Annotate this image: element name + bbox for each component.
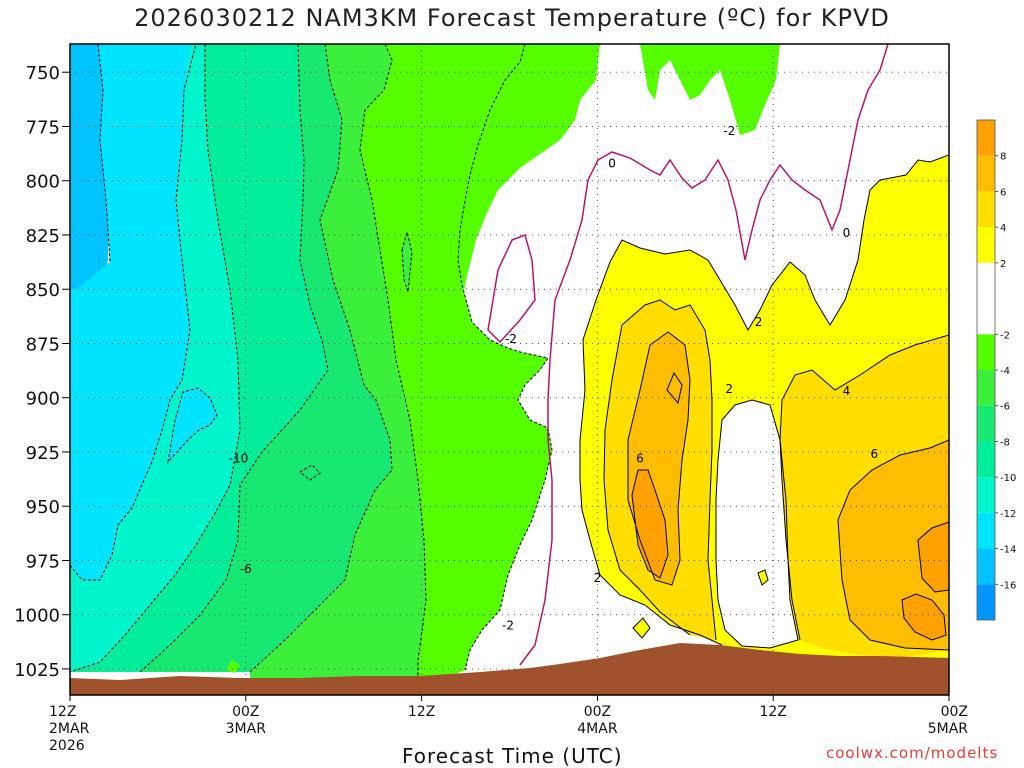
y-tick-label-1: 775	[26, 117, 60, 138]
patch-plus-6-spot	[667, 373, 682, 403]
x-tick-label-0-3: 2026	[49, 738, 85, 754]
colorbar: 8 6 4 2 -2 -4 -6 -8 -10 -12 -14 -16	[976, 119, 1016, 621]
colorbar-bin-2	[977, 191, 995, 228]
contour-label-7: 2	[594, 571, 602, 585]
y-tick-label-11: 1025	[14, 660, 60, 681]
contour-label-4: -2	[502, 619, 514, 633]
y-tick-label-7: 925	[26, 443, 60, 464]
colorbar-bin-5	[977, 334, 995, 370]
x-tick-label-5-1: 00Z	[941, 704, 968, 720]
credit-link[interactable]: coolwx.com/modelts	[826, 744, 999, 762]
colorbar-bin-10	[977, 512, 995, 549]
plot-area	[70, 44, 949, 695]
colorbar-bin-8	[977, 441, 995, 478]
colorbar-label-5: -4	[1000, 366, 1010, 377]
contour-lines-warm	[579, 154, 949, 651]
colorbar-bin-1	[977, 155, 995, 192]
y-tick-label-10: 1000	[14, 606, 60, 627]
y-tick-label-4: 850	[26, 280, 60, 301]
x-tick-label-1-2: 3MAR	[226, 721, 267, 737]
x-tick-label-1-1: 00Z	[232, 704, 259, 720]
patch-plus-2-spot	[758, 570, 768, 585]
colorbar-label-6: -6	[1000, 402, 1010, 413]
band-plus-8-right	[918, 522, 949, 592]
contour-label-3: -2	[505, 332, 517, 346]
colorbar-label-1: 6	[1000, 187, 1006, 198]
band-plus-2-gap	[716, 400, 798, 648]
x-tick-label-3-1: 00Z	[584, 704, 611, 720]
y-tick-label-6: 900	[26, 389, 60, 410]
band-minus-2-left	[458, 44, 600, 340]
band-plus-8-bottom	[902, 594, 946, 640]
y-axis-ticks: 750 775 800 825 850 875 900 925 950 975 1000 1025	[14, 63, 70, 681]
contour-label-11: -10	[229, 451, 249, 465]
colorbar-bin-7	[977, 405, 995, 442]
colorbar-label-8: -10	[1000, 473, 1016, 484]
contour-label-8: 4	[843, 384, 851, 398]
band-minus-6	[250, 44, 426, 690]
contour-lines-cold	[70, 44, 553, 690]
colorbar-label-2: 4	[1000, 223, 1006, 234]
y-tick-label-8: 950	[26, 497, 60, 518]
contour-label-2: -2	[723, 124, 735, 138]
y-tick-label-9: 975	[26, 551, 60, 572]
contour-lines-zero	[487, 44, 889, 666]
colorbar-bin-0	[977, 120, 995, 156]
contour-label-12: -6	[240, 562, 252, 576]
contour-label-10: 6	[870, 447, 878, 461]
patch-minus-4-bottom	[226, 660, 240, 673]
contour-label-1: 0	[843, 226, 851, 240]
y-tick-label-2: 800	[26, 172, 60, 193]
colorbar-bin-4	[977, 262, 995, 335]
contour-label-6: 2	[725, 382, 733, 396]
colorbar-label-3: 2	[1000, 259, 1006, 270]
contour-labels: 0 0 -2 -2 -2 2 2 2 4 6 6 -10 -6	[229, 124, 878, 633]
patch-minus-6-small	[402, 232, 412, 292]
colorbar-label-10: -14	[1000, 545, 1016, 556]
colorbar-label-11: -16	[1000, 580, 1016, 591]
colorbar-bin-3	[977, 227, 995, 263]
x-tick-label-5-2: 5MAR	[928, 721, 969, 737]
band-plus-8	[632, 470, 668, 578]
colorbar-bin-6	[977, 370, 995, 406]
colorbar-label-4: -2	[1000, 330, 1010, 341]
band-minus-4	[360, 44, 552, 690]
colorbar-bin-9	[977, 477, 995, 513]
terrain-surface	[70, 643, 949, 695]
x-tick-label-3-2: 4MAR	[577, 721, 618, 737]
colorbar-label-0: 8	[1000, 152, 1006, 163]
band-minus-12	[70, 44, 240, 672]
y-tick-label-3: 825	[26, 226, 60, 247]
chart-title: 2026030212 NAM3KM Forecast Temperature (…	[134, 4, 890, 32]
x-tick-label-2-1: 12Z	[408, 704, 435, 720]
x-tick-label-0-2: 2MAR	[49, 721, 90, 737]
colorbar-label-7: -8	[1000, 437, 1010, 448]
x-tick-label-0-1: 12Z	[49, 704, 76, 720]
band-minus-10	[70, 44, 328, 672]
y-tick-label-5: 875	[26, 334, 60, 355]
contour-label-0: 0	[608, 156, 616, 170]
colorbar-bin-11	[977, 548, 995, 585]
colorbar-bin-12	[977, 584, 995, 620]
band-minus-8	[140, 44, 392, 672]
plot-frame	[69, 43, 950, 696]
colorbar-label-9: -12	[1000, 509, 1016, 520]
band-minus-14	[70, 44, 196, 580]
contour-label-5: 2	[755, 315, 763, 329]
patch-minus-14-inner	[168, 388, 217, 462]
contour-label-9: 6	[636, 451, 644, 465]
x-axis-title: Forecast Time (UTC)	[402, 744, 623, 768]
band-minus-2-top	[640, 44, 780, 135]
y-tick-label-0: 750	[26, 63, 60, 84]
x-tick-label-4-1: 12Z	[759, 704, 786, 720]
